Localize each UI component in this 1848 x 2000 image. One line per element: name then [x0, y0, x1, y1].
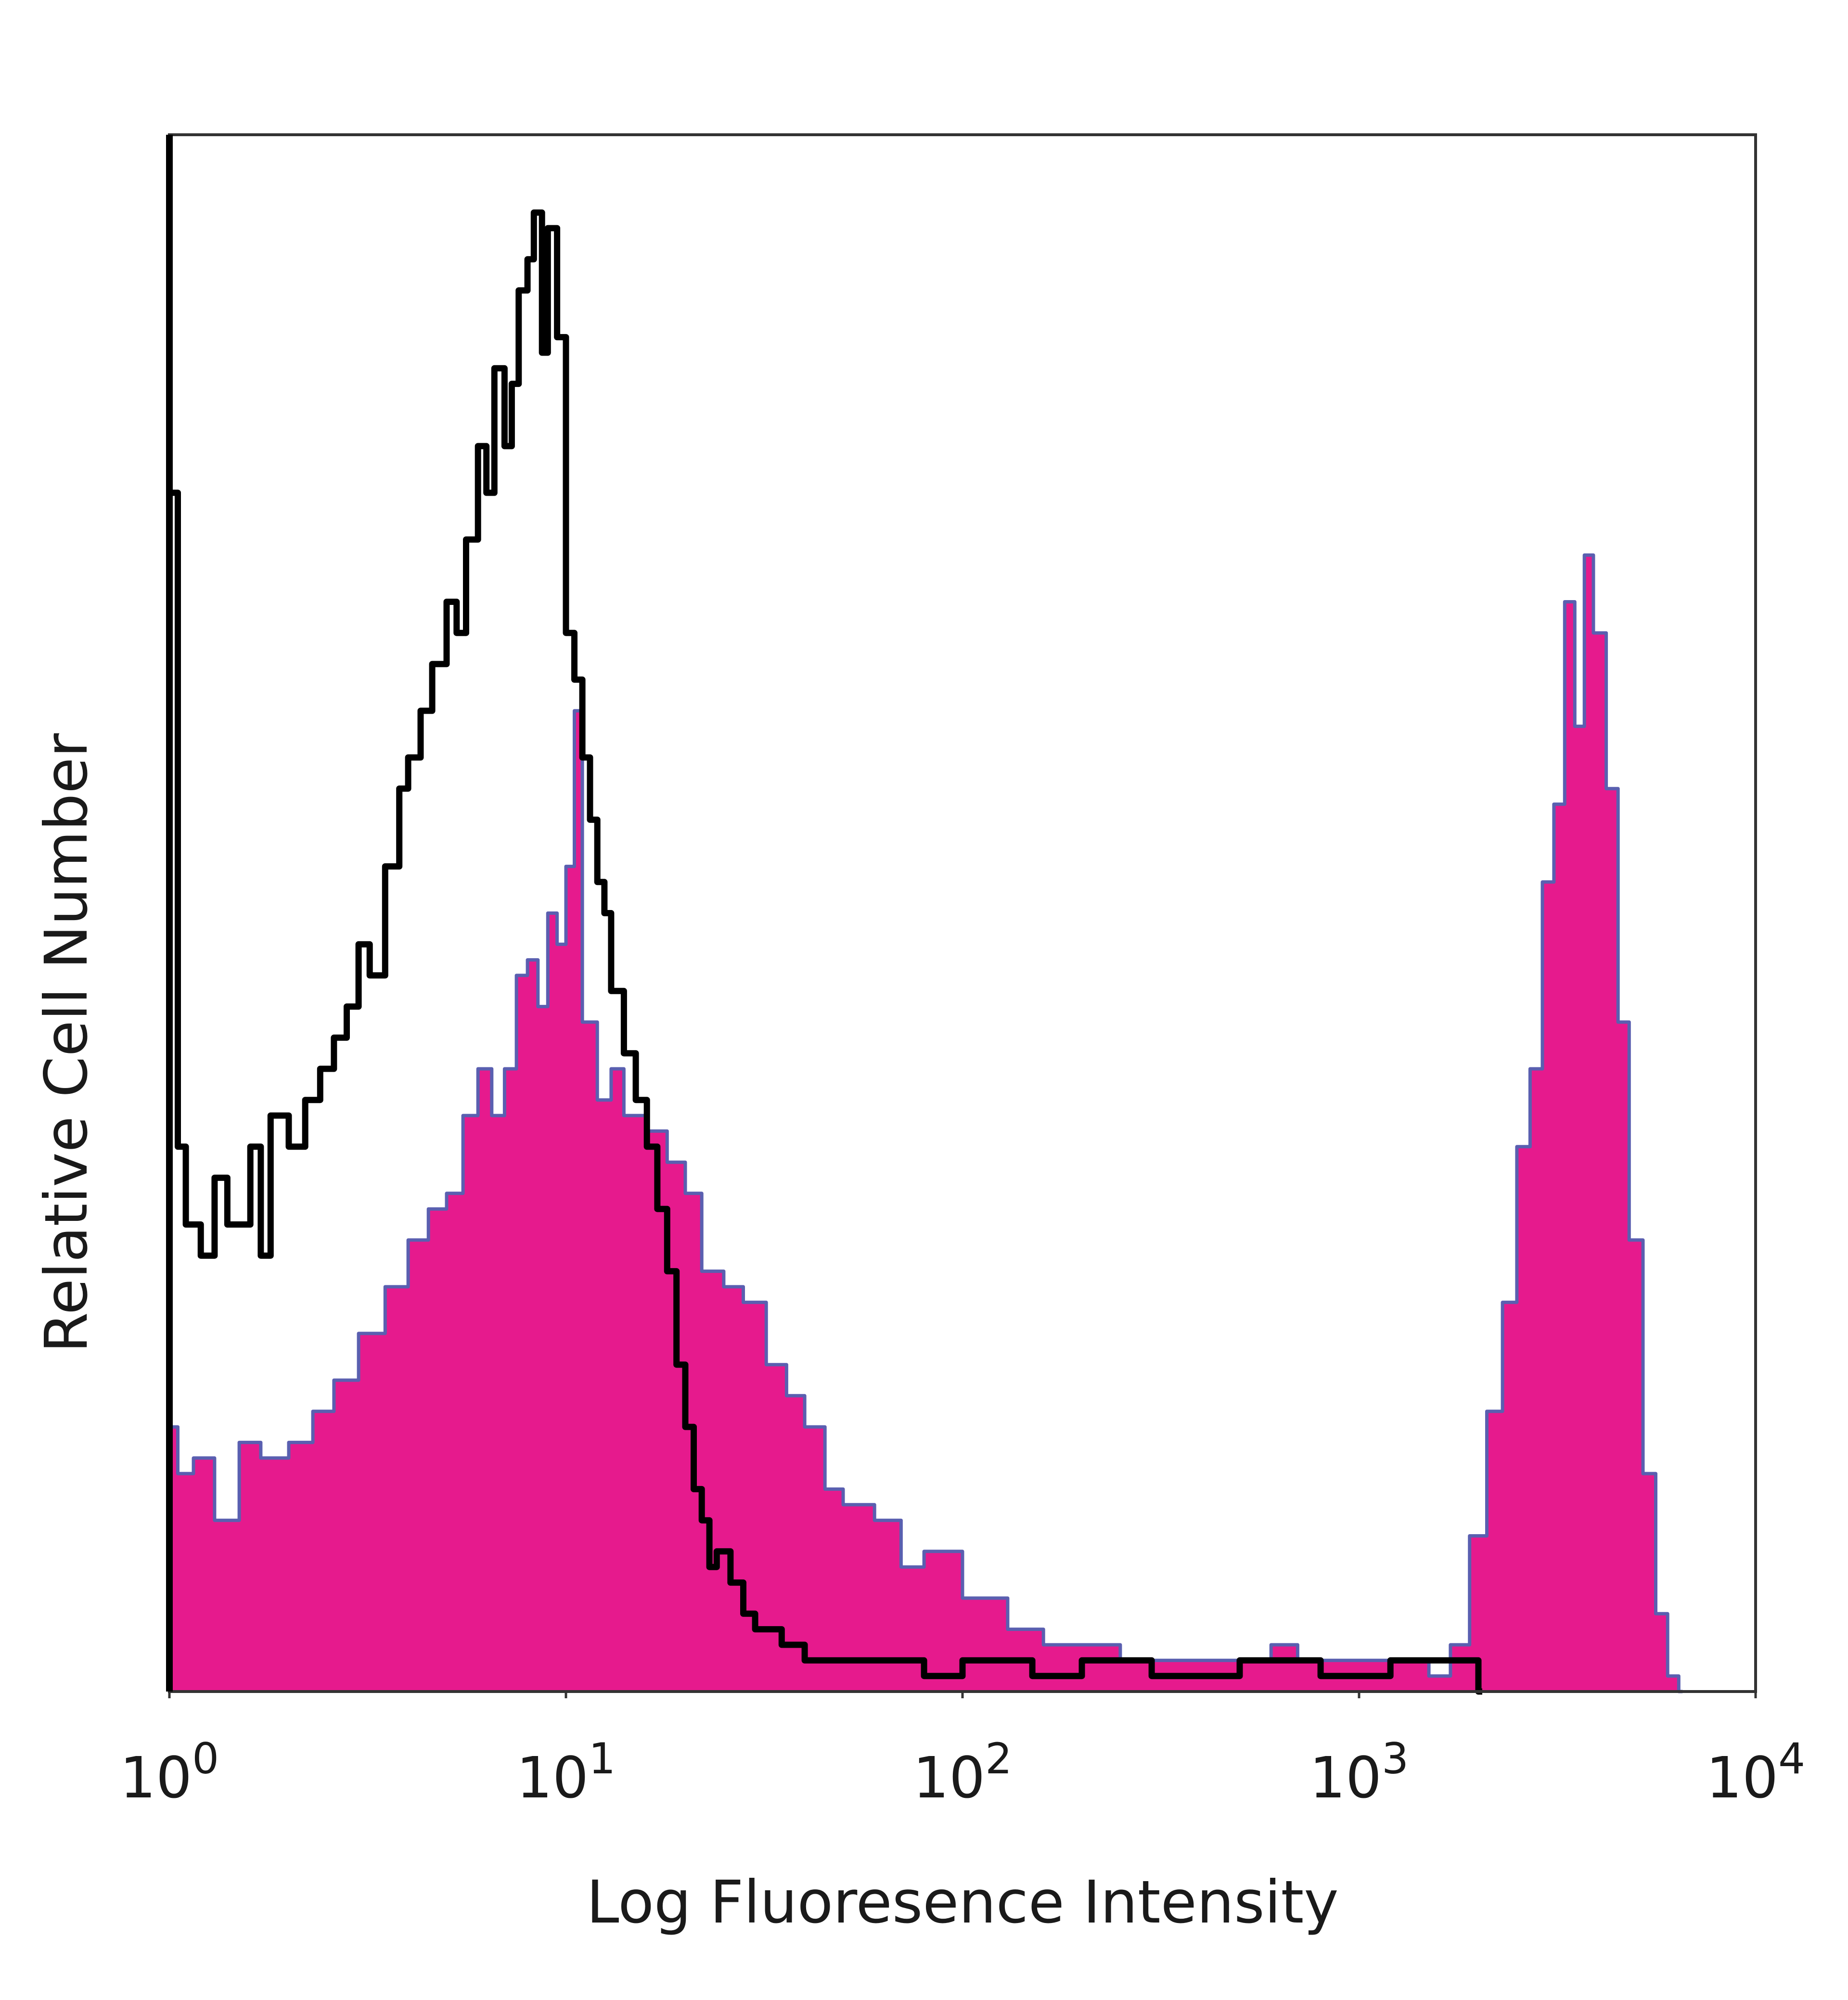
series-0-filled-area [169, 555, 1683, 1692]
x-tick-label: 104 [1706, 1734, 1805, 1811]
plot-area [169, 209, 1683, 1695]
x-tick-label: 103 [1309, 1734, 1409, 1811]
series-1-control-line [169, 209, 1482, 1695]
x-axis-title: Log Fluoresence Intensity [586, 1868, 1338, 1936]
x-axis-ticks: 100 101 102 103 104 [120, 1692, 1805, 1811]
x-tick-label: 100 [120, 1734, 219, 1811]
y-axis-title: Relative Cell Number [32, 733, 101, 1353]
series-0-filled-outline [169, 553, 1683, 1693]
x-tick-label: 101 [516, 1734, 616, 1811]
x-tick-label: 102 [913, 1734, 1012, 1811]
